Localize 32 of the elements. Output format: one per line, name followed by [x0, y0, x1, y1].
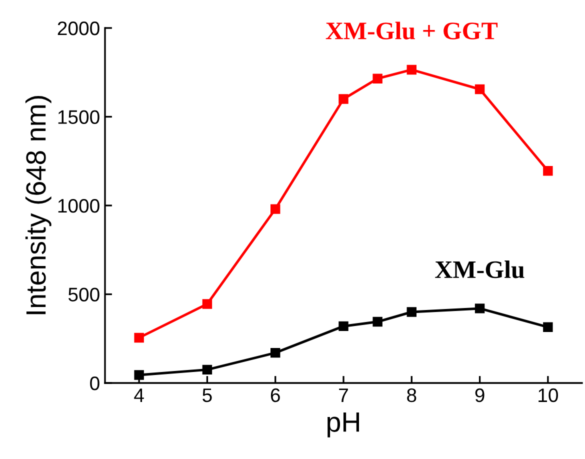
x-tick-label: 8 [407, 388, 416, 402]
point [338, 321, 348, 332]
y-tick-label: 1500 [58, 110, 100, 124]
point [474, 304, 485, 314]
point [134, 370, 144, 380]
point [406, 307, 417, 317]
x-tick-label: 5 [202, 388, 212, 402]
point [543, 322, 553, 332]
y-tick-label: 0 [90, 376, 100, 390]
x-tick-label: 10 [538, 388, 558, 402]
y-axis-title: Intensity (648 nm) [25, 96, 52, 314]
series-label: XM-Glu + GGT [326, 22, 498, 40]
point [372, 316, 382, 327]
point [474, 84, 485, 94]
point [270, 348, 280, 358]
series-label: XM-Glu [435, 260, 524, 278]
x-tick-label: 4 [134, 388, 144, 402]
point [372, 74, 382, 84]
x-tick-label: 9 [475, 388, 484, 402]
point [202, 364, 212, 375]
point [543, 166, 553, 176]
point [270, 204, 280, 214]
point [406, 64, 417, 75]
y-tick-label: 2000 [58, 21, 100, 36]
point [338, 94, 348, 104]
y-tick-label: 1000 [58, 198, 100, 213]
point [202, 299, 212, 309]
point [134, 332, 144, 343]
y-tick-label: 500 [68, 288, 100, 302]
x-axis-title: pH [328, 412, 359, 438]
x-tick-label: 7 [339, 388, 348, 402]
x-tick-label: 6 [270, 388, 280, 402]
